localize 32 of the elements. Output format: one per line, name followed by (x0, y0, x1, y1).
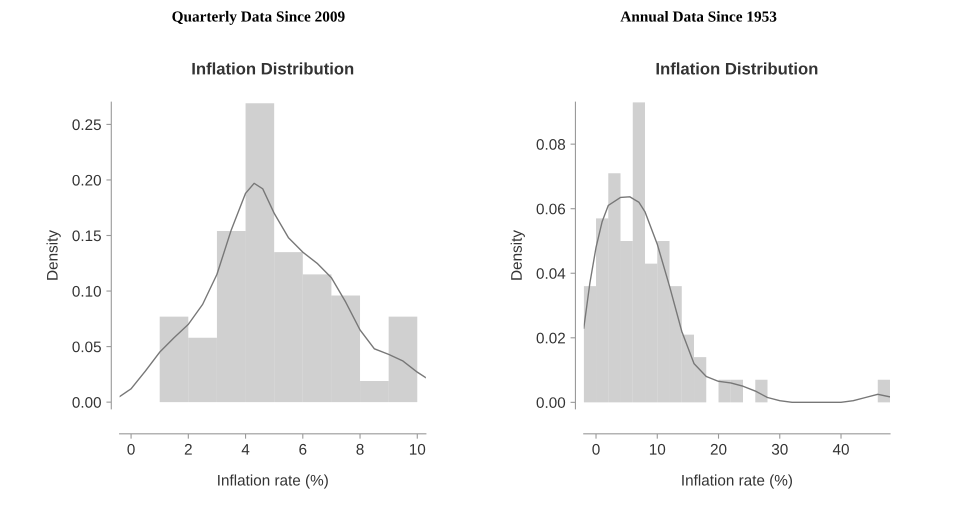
line-series (584, 196, 890, 404)
y-tick-label: 0.00 (72, 397, 101, 408)
x-tick-label: 20 (710, 444, 726, 455)
x-tick-label: 10 (410, 444, 426, 455)
y-tick-label: 0.05 (72, 341, 101, 352)
x-tick-label: 4 (242, 444, 250, 455)
y-axis-title: Density (510, 230, 525, 280)
x-tick-label: 0 (592, 444, 600, 455)
x-tick-label: 6 (299, 444, 306, 455)
chart-title: Inflation Distribution (656, 62, 818, 75)
chart-subtitle: Quarterly Data Since 2009 (172, 10, 345, 25)
line-series (120, 182, 426, 398)
x-tick-label: 10 (650, 444, 666, 455)
chart-title: Inflation Distribution (192, 62, 354, 75)
y-tick-label: 0.02 (536, 332, 565, 344)
y-tick-label: 0.06 (536, 204, 566, 214)
x-axis-title: Inflation rate (%) (682, 474, 792, 489)
y-tick-label: 0.08 (536, 139, 566, 150)
y-tick-label: 0.04 (536, 268, 566, 279)
x-tick-label: 8 (356, 444, 364, 455)
x-tick-label: 30 (772, 444, 788, 455)
y-tick-label: 0.20 (72, 174, 101, 186)
y-tick-label: 0.10 (72, 286, 101, 297)
y-axis-title: Density (46, 230, 61, 280)
chart-subtitle: Annual Data Since 1953 (620, 10, 776, 22)
y-tick-label: 0.25 (72, 119, 101, 130)
y-tick-label: 0.00 (536, 397, 566, 408)
x-axis-title: Inflation rate (%) (218, 474, 328, 489)
x-tick-label: 2 (184, 444, 192, 455)
y-tick-label: 0.15 (72, 230, 101, 242)
x-tick-label: 0 (127, 444, 135, 455)
x-tick-label: 40 (832, 444, 849, 455)
